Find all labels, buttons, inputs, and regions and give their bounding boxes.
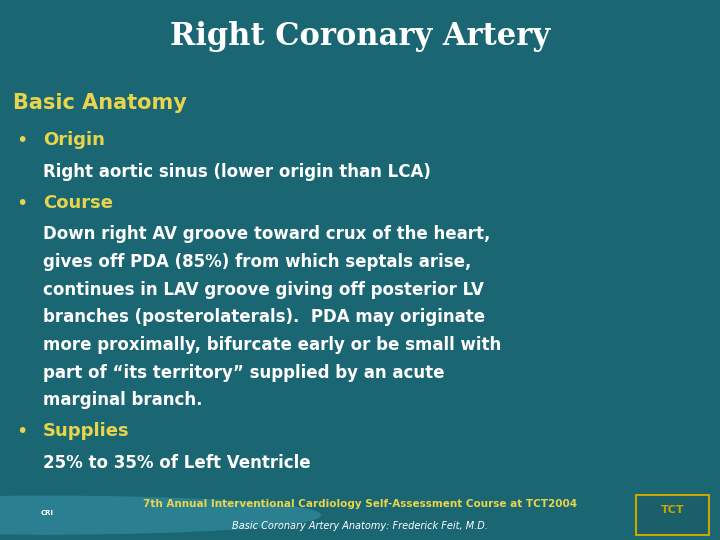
Text: 7th Annual Interventional Cardiology Self-Assessment Course at TCT2004: 7th Annual Interventional Cardiology Sel… [143,500,577,509]
Text: more proximally, bifurcate early or be small with: more proximally, bifurcate early or be s… [43,336,501,354]
Text: continues in LAV groove giving off posterior LV: continues in LAV groove giving off poste… [43,281,484,299]
Text: •: • [16,422,27,441]
Text: Basic Coronary Artery Anatomy: Frederick Feit, M.D.: Basic Coronary Artery Anatomy: Frederick… [232,521,488,531]
FancyBboxPatch shape [636,495,708,535]
Text: part of “its territory” supplied by an acute: part of “its territory” supplied by an a… [43,364,445,382]
Text: TCT: TCT [661,505,684,515]
Text: Course: Course [43,194,113,212]
Text: Origin: Origin [43,131,105,149]
Text: Right aortic sinus (lower origin than LCA): Right aortic sinus (lower origin than LC… [43,163,431,181]
Circle shape [0,496,320,534]
Text: Down right AV groove toward crux of the heart,: Down right AV groove toward crux of the … [43,226,490,244]
Text: 25% to 35% of Left Ventricle: 25% to 35% of Left Ventricle [43,454,311,472]
Text: Basic Anatomy: Basic Anatomy [13,92,186,112]
Text: gives off PDA (85%) from which septals arise,: gives off PDA (85%) from which septals a… [43,253,472,271]
Text: •: • [16,194,27,213]
Text: Right Coronary Artery: Right Coronary Artery [170,21,550,52]
Text: CRI: CRI [40,510,53,516]
Text: branches (posterolaterals).  PDA may originate: branches (posterolaterals). PDA may orig… [43,308,485,327]
Text: Supplies: Supplies [43,422,130,440]
Text: marginal branch.: marginal branch. [43,392,203,409]
Text: •: • [16,131,27,150]
